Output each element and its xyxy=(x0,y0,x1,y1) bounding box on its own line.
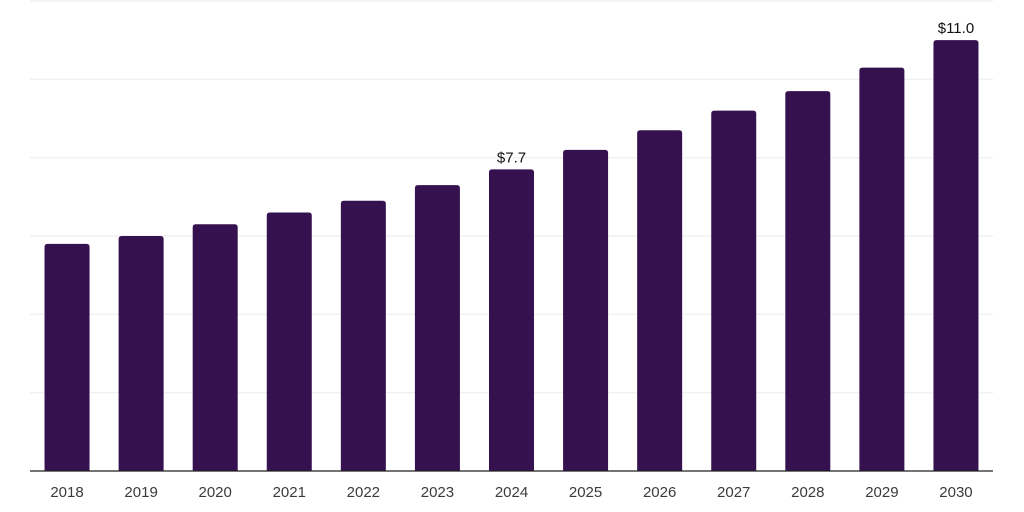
x-tick-label-2026: 2026 xyxy=(643,484,676,501)
bar-2030 xyxy=(933,40,979,472)
bar-2022 xyxy=(340,200,386,471)
bar-2023 xyxy=(414,185,460,472)
bar-2020 xyxy=(192,224,238,471)
x-tick-label-2018: 2018 xyxy=(50,484,83,501)
x-tick-label-2029: 2029 xyxy=(865,484,898,501)
bar-2024 xyxy=(489,169,534,471)
bar-2021 xyxy=(266,212,312,471)
bar-2018 xyxy=(44,243,90,471)
x-tick-label-2021: 2021 xyxy=(273,484,306,501)
bar-value-label-2024: $7.7 xyxy=(497,149,526,166)
x-tick-label-2020: 2020 xyxy=(199,484,232,501)
x-tick-label-2030: 2030 xyxy=(939,484,972,501)
x-tick-label-2023: 2023 xyxy=(421,484,454,501)
bar-2026 xyxy=(637,130,683,471)
x-tick-label-2024: 2024 xyxy=(495,484,528,501)
bar-2025 xyxy=(563,149,609,472)
x-tick-label-2022: 2022 xyxy=(347,484,380,501)
bar-2027 xyxy=(711,110,757,472)
bar-2029 xyxy=(859,67,905,471)
x-tick-label-2027: 2027 xyxy=(717,484,750,501)
x-tick-label-2028: 2028 xyxy=(791,484,824,501)
x-tick-label-2025: 2025 xyxy=(569,484,602,501)
bar-2019 xyxy=(118,236,164,471)
bar-value-label-2030: $11.0 xyxy=(938,20,974,37)
bar-2028 xyxy=(785,91,831,471)
x-tick-label-2019: 2019 xyxy=(124,484,157,501)
